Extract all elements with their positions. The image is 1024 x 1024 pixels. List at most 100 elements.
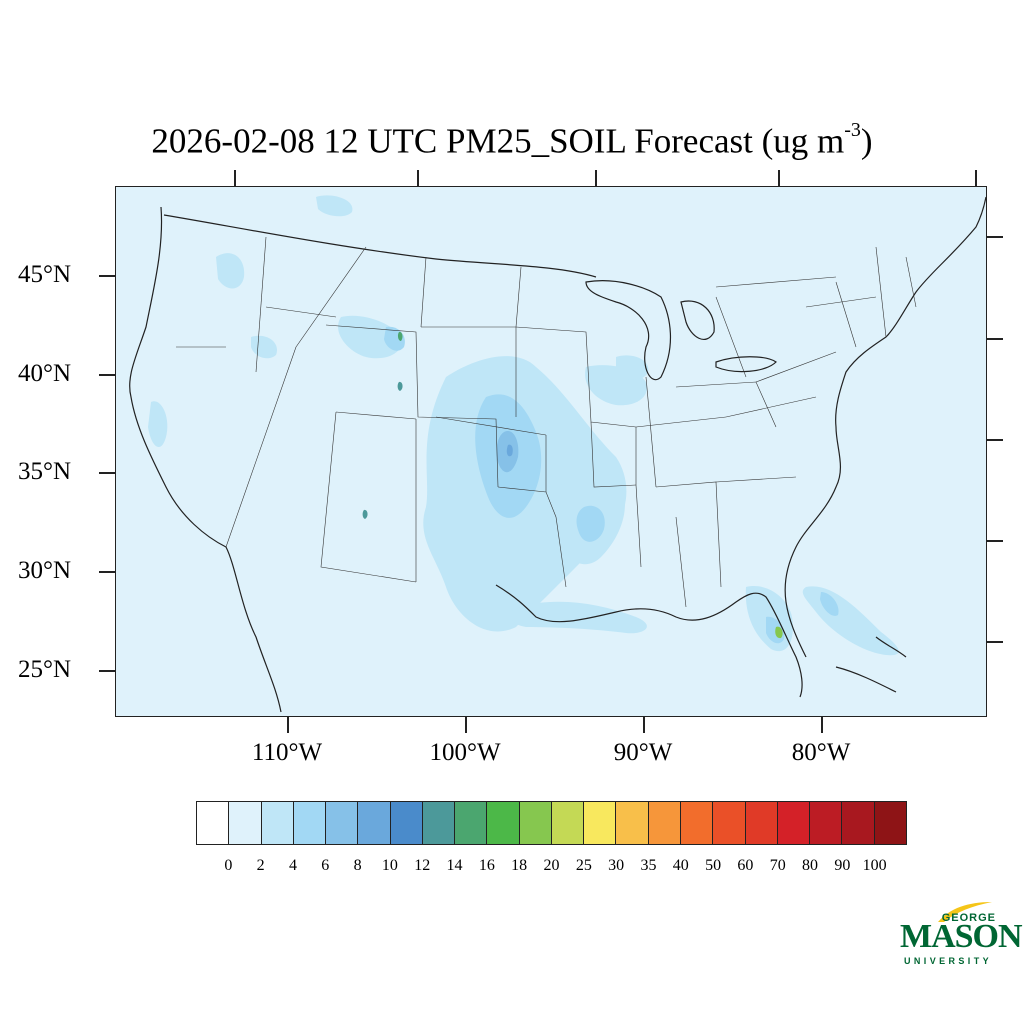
legend-swatch [551,802,585,844]
legend-swatch [326,802,359,844]
lon-label-110w: 110°W [251,739,323,766]
contour-rockies [338,315,402,359]
contour-west-scatter-2 [251,335,277,359]
gulf-coast [495,584,803,698]
legend-swatch [422,802,456,844]
contour-california [148,401,168,448]
legend-label: 60 [737,857,754,874]
left-tick [99,275,115,277]
contour-wy-hotspot [397,331,403,341]
contour-co-hotspot [397,381,403,391]
top-tick [417,170,419,186]
legend-swatch [874,802,906,844]
state-boundaries [176,236,917,608]
legend-label: 16 [478,857,495,874]
legend-label: 90 [834,857,851,874]
forecast-map [115,186,987,717]
contour-arkansas-level-2 [576,505,605,542]
legend-label: 2 [256,857,265,874]
lat-label-25n: 25°N [18,656,72,683]
legend-swatch [229,802,262,844]
top-tick [234,170,236,186]
logo-swoosh-icon [938,902,992,922]
legend-label: 4 [288,857,297,874]
map-title: 2026-02-08 12 UTC PM25_SOIL Forecast (ug… [0,112,1024,164]
legend-swatch [358,802,391,844]
contour-florida-hotspot [775,626,783,639]
lon-label-100w: 100°W [429,739,501,766]
color-legend [196,801,907,845]
legend-swatch [842,802,875,844]
legend-label: 12 [414,857,431,874]
contour-gulf-coast [510,601,647,634]
great-lakes [585,280,671,381]
legend-label: 8 [353,857,362,874]
legend-swatch [777,802,811,844]
lon-label-90w: 90°W [613,739,673,766]
lat-label-30n: 30°N [18,557,72,584]
legend-swatch [197,802,230,844]
legend-label: 25 [575,857,592,874]
right-tick [987,641,1003,643]
legend-swatch [810,802,843,844]
legend-swatch [584,802,617,844]
lat-label-40n: 40°N [18,360,72,387]
legend-swatch [616,802,649,844]
east-coast [784,196,986,658]
contour-atlantic-plume [802,586,899,656]
legend-label: 18 [511,857,528,874]
map-canvas [129,195,986,713]
george-mason-logo: GEORGE MASON UNIVERSITY [896,900,1023,970]
contour-nm-hotspot [362,509,368,519]
legend-label: 6 [321,857,330,874]
map-title-text: 2026-02-08 12 UTC PM25_SOIL Forecast (ug… [151,121,845,161]
logo-line-mason: MASON [900,918,1023,955]
contour-great-lakes [616,355,649,380]
logo-line-george: GEORGE [941,912,996,924]
left-tick [99,670,115,672]
top-tick [595,170,597,186]
top-tick [975,170,977,186]
legend-label: 50 [705,857,722,874]
contour-kansas-core [506,444,513,457]
right-tick [987,540,1003,542]
left-tick [99,571,115,573]
legend-label: 30 [608,857,625,874]
bottom-tick [465,717,467,733]
concentration-contours [148,195,899,656]
legend-swatch [455,802,488,844]
contour-west-scatter-1 [216,253,245,289]
legend-swatch [390,802,423,844]
contour-atlantic-plume-core [820,592,839,616]
legend-swatch [680,802,714,844]
legend-swatch [713,802,746,844]
lat-label-45n: 45°N [18,261,72,288]
legend-label: 40 [672,857,689,874]
legend-swatch [261,802,294,844]
right-tick [987,338,1003,340]
legend-label: 35 [640,857,657,874]
map-title-unit-exponent: -3 [844,119,861,141]
left-tick [99,472,115,474]
map-title-close: ) [860,121,873,161]
bottom-tick [821,717,823,733]
west-coast [129,206,282,713]
bottom-tick [643,717,645,733]
legend-swatch [745,802,778,844]
bottom-tick [287,717,289,733]
legend-label: 100 [862,857,887,874]
lake-erie [715,356,777,373]
legend-label: 0 [224,857,233,874]
legend-swatch [648,802,681,844]
cuba-bahamas [835,636,907,693]
contour-pacific-nw [316,195,353,217]
logo-line-university: UNIVERSITY [904,956,993,966]
lon-label-80w: 80°W [791,739,851,766]
legend-label: 10 [381,857,398,874]
legend-label: 70 [769,857,786,874]
top-tick [778,170,780,186]
legend-label: 80 [802,857,819,874]
legend-label: 14 [446,857,463,874]
lat-label-35n: 35°N [18,458,72,485]
legend-swatch [487,802,520,844]
